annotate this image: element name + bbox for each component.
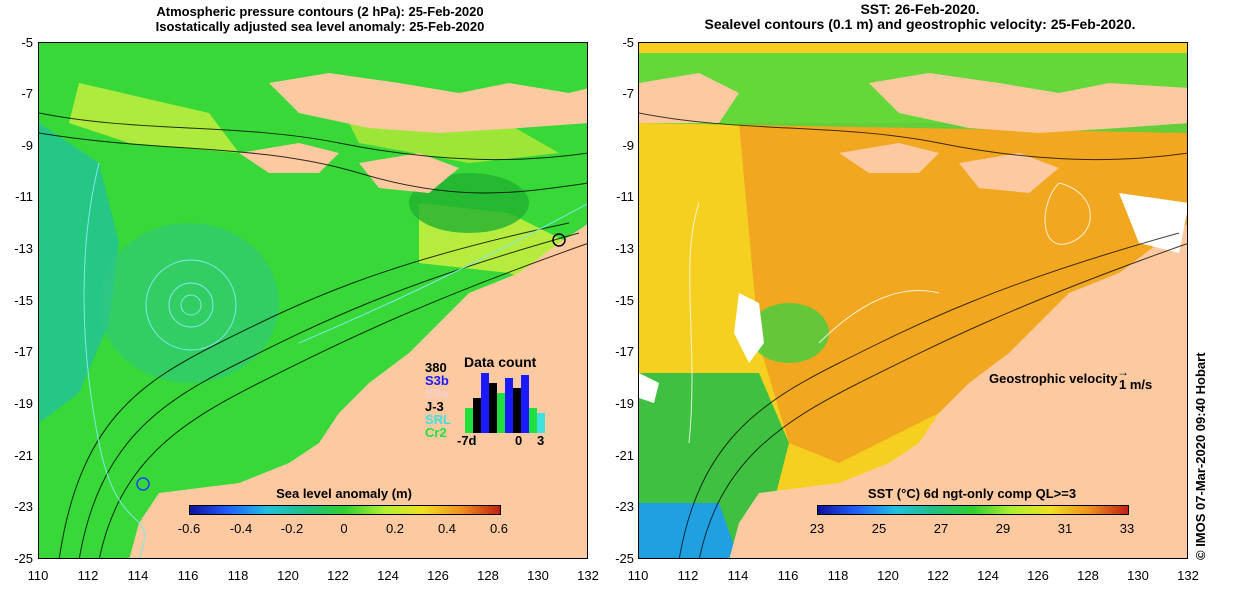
right-title-line1: SST: 26-Feb-2020.: [860, 1, 980, 17]
lon-tick: 132: [577, 568, 599, 583]
left-panel-title: Atmospheric pressure contours (2 hPa): 2…: [60, 4, 580, 34]
data-count-x-mid: 0: [515, 433, 523, 448]
lon-tick: 122: [927, 568, 949, 583]
sst-map[interactable]: Geostrophic velocity → 1 m/s SST (°C) 6d…: [638, 42, 1188, 559]
lat-tick: -13: [14, 241, 33, 256]
lon-tick: 112: [677, 568, 699, 583]
sea-level-anomaly-map[interactable]: Data count 380 S3b S3a J-3 SRL Cr2 -7d 0…: [38, 42, 588, 559]
satellite-s3b: S3b: [425, 373, 449, 388]
sst-tick-1: 23: [809, 521, 825, 536]
sst-colorbar-label: SST (°C) 6d ngt-only comp QL>=3: [867, 486, 1077, 501]
lon-tick: 126: [1027, 568, 1049, 583]
sst-map-graphic: [639, 43, 1187, 558]
imos-credit: © IMOS 07-Mar-2020 09:40 Hobart: [1193, 352, 1208, 560]
sla-colorbar: [189, 505, 501, 515]
lon-tick: 118: [227, 568, 249, 583]
sla-colorbar-label: Sea level anomaly (m): [276, 486, 412, 501]
lat-tick: -17: [14, 344, 33, 359]
lon-tick: 124: [977, 568, 999, 583]
lat-tick: -17: [615, 344, 634, 359]
sst-tick-3: 27: [933, 521, 949, 536]
lon-tick: 114: [127, 568, 149, 583]
lat-tick: -19: [14, 396, 33, 411]
lat-tick: -13: [615, 241, 634, 256]
lon-tick: 110: [627, 568, 649, 583]
data-count-max: 380: [425, 360, 447, 375]
lat-tick: -23: [615, 499, 634, 514]
lon-tick: 120: [877, 568, 899, 583]
satellite-srl: SRL: [425, 412, 451, 427]
velocity-legend-label: Geostrophic velocity: [989, 371, 1118, 386]
data-count-x-end: 3: [537, 433, 545, 448]
lon-tick: 110: [27, 568, 49, 583]
lon-tick: 118: [827, 568, 849, 583]
sla-tick-7: 0.6: [489, 521, 509, 536]
lon-tick: 128: [1077, 568, 1099, 583]
lon-tick: 112: [77, 568, 99, 583]
sst-colorbar: [817, 505, 1129, 515]
sst-tick-6: 33: [1119, 521, 1135, 536]
lon-tick: 122: [327, 568, 349, 583]
sst-tick-4: 29: [995, 521, 1011, 536]
lat-tick: -21: [615, 448, 634, 463]
lon-tick: 130: [527, 568, 549, 583]
satellite-cr2: Cr2: [425, 425, 447, 440]
lon-tick: 116: [177, 568, 199, 583]
sla-tick-6: 0.4: [437, 521, 457, 536]
sla-tick-2: -0.4: [229, 521, 253, 536]
lon-tick: 114: [727, 568, 749, 583]
lat-tick: -5: [21, 35, 33, 50]
sla-tick-5: 0.2: [385, 521, 405, 536]
lon-tick: 124: [377, 568, 399, 583]
data-count-title: Data count: [464, 354, 537, 370]
lat-tick: -9: [622, 138, 634, 153]
data-count-histogram: [465, 373, 545, 433]
sst-tick-2: 25: [871, 521, 887, 536]
data-count-x-start: -7d: [457, 433, 477, 448]
sla-tick-3: -0.2: [280, 521, 304, 536]
satellite-s3a: S3a: [425, 386, 449, 401]
lon-tick: 132: [1177, 568, 1199, 583]
lon-tick: 128: [477, 568, 499, 583]
lon-tick: 130: [1127, 568, 1149, 583]
sla-map-graphic: [39, 43, 587, 558]
lat-tick: -15: [615, 293, 634, 308]
lon-tick: 116: [777, 568, 799, 583]
lat-tick: -21: [14, 448, 33, 463]
lon-tick: 126: [427, 568, 449, 583]
lat-tick: -7: [622, 86, 634, 101]
lat-tick: -23: [14, 499, 33, 514]
sla-tick-1: -0.6: [177, 521, 201, 536]
lat-tick: -19: [615, 396, 634, 411]
lat-tick: -25: [615, 551, 634, 566]
satellite-j3: J-3: [425, 399, 444, 414]
right-title-line2: Sealevel contours (0.1 m) and geostrophi…: [704, 16, 1136, 32]
lat-tick: -11: [15, 189, 33, 204]
sst-tick-5: 31: [1057, 521, 1073, 536]
left-title-line2: Isostatically adjusted sea level anomaly…: [155, 19, 485, 34]
lat-tick: -25: [14, 551, 33, 566]
velocity-arrow-icon: →: [1117, 365, 1129, 379]
lat-tick: -9: [21, 138, 33, 153]
velocity-scale-label: 1 m/s: [1119, 377, 1153, 392]
lat-tick: -5: [622, 35, 634, 50]
right-panel-title: SST: 26-Feb-2020. Sealevel contours (0.1…: [640, 2, 1200, 32]
sla-tick-4: 0: [340, 521, 348, 536]
lat-tick: -11: [616, 189, 634, 204]
lat-tick: -7: [21, 86, 33, 101]
lat-tick: -15: [14, 293, 33, 308]
left-title-line1: Atmospheric pressure contours (2 hPa): 2…: [156, 4, 484, 19]
lon-tick: 120: [277, 568, 299, 583]
